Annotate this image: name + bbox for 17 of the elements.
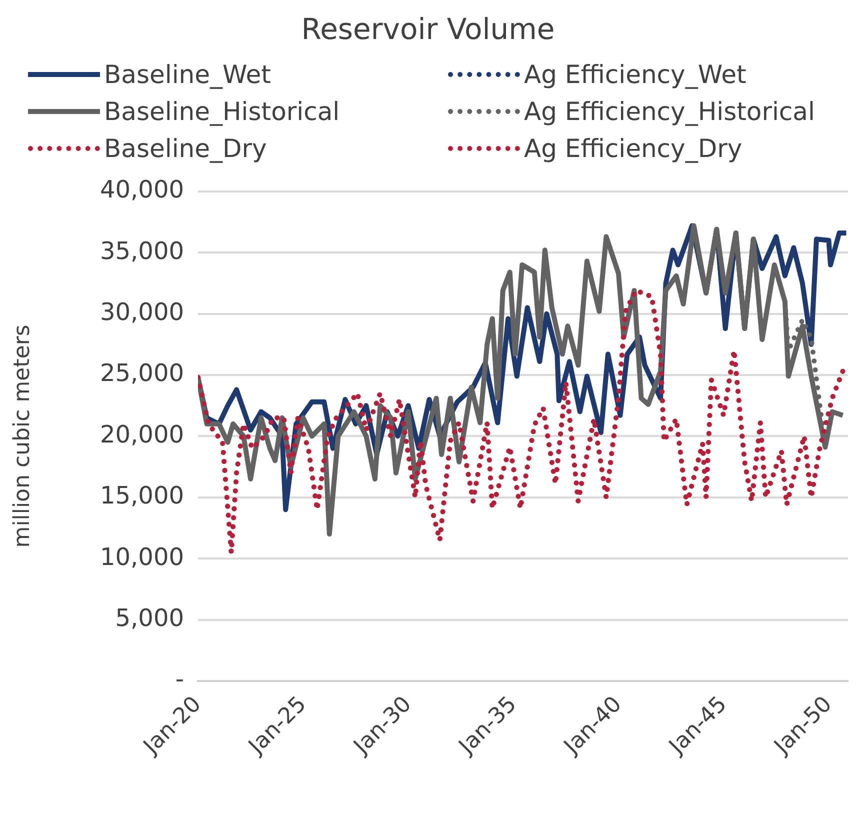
legend-label: Baseline_Historical	[104, 97, 340, 126]
y-tick-label: 25,000	[100, 359, 184, 388]
y-tick-label: 35,000	[100, 236, 184, 265]
legend-label: Baseline_Wet	[104, 60, 271, 89]
legend-label: Baseline_Dry	[104, 134, 267, 163]
y-tick-label: 20,000	[100, 420, 184, 448]
y-tick-label: 30,000	[100, 298, 184, 326]
y-tick-label: 15,000	[100, 482, 184, 510]
y-tick-label: 40,000	[100, 176, 184, 204]
y-tick-label: 10,000	[100, 542, 184, 571]
y-tick-label: 5,000	[115, 604, 184, 632]
y-tick-label: -	[175, 665, 184, 694]
y-axis-title: million cubic meters	[10, 324, 35, 548]
legend-label: Ag Efficiency_Wet	[524, 60, 746, 89]
chart-title: Reservoir Volume	[300, 11, 556, 48]
legend-label: Ag Efficiency_Historical	[524, 97, 815, 126]
legend-label: Ag Efficiency_Dry	[524, 134, 742, 163]
